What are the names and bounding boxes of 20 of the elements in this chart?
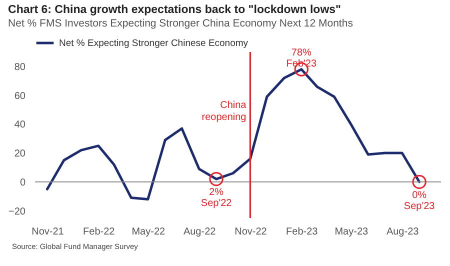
y-tick-label: −20 [8,206,26,218]
x-tick-label: Feb-22 [83,226,116,238]
ref-line-label: China reopening [202,100,247,124]
x-tick-label: Nov-22 [234,226,268,238]
x-tick-label: May-22 [132,226,166,238]
x-tick-label: Aug-23 [386,226,420,238]
y-tick-label: 20 [14,148,26,160]
y-tick-label: 0 [20,177,26,188]
annotation: 2% Sep'22 [200,187,232,210]
x-tick-label: Nov-21 [32,226,64,238]
x-tick-label: May-23 [334,226,369,238]
annotation: 0% Sep'23 [404,190,436,212]
legend-label: Net % Expecting Stronger Chinese Economy [59,38,248,49]
y-tick-label: 40 [14,120,26,131]
y-tick-label: 60 [14,90,26,102]
x-tick-label: Feb-23 [286,226,318,238]
chart-title: Chart 6: China growth expectations back to "lockdown lows" [8,4,341,16]
chart-subtitle: Net % FMS Investors Expecting Stronger China Economy Next 12 Months [8,18,353,30]
y-tick-label: 80 [14,62,26,73]
x-tick-label: Aug-22 [183,226,216,238]
